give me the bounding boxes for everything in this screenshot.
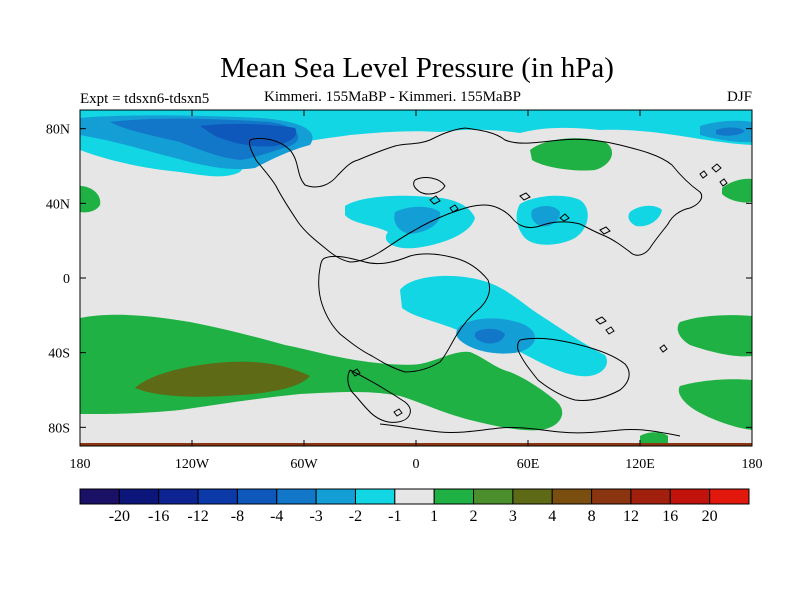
colorbar-swatch — [551, 488, 593, 505]
y-tick-label: 40N — [46, 197, 70, 212]
x-tick-label: 60E — [517, 457, 540, 472]
south-atlantic-dark-core — [474, 328, 505, 344]
east-asia-islands — [699, 163, 728, 187]
colorbar-swatch — [591, 488, 632, 505]
season-label: DJF — [726, 89, 752, 105]
y-tick-label: 80S — [48, 421, 70, 436]
asia-cyan-spot — [628, 205, 662, 227]
antarctica-coast — [347, 369, 411, 423]
colorbar-label: 1 — [430, 508, 438, 525]
colorbar-swatch — [630, 488, 671, 505]
colorbar-label: -20 — [109, 508, 130, 525]
x-tick-label: 180 — [742, 457, 763, 472]
colorbar-swatch — [276, 488, 317, 505]
north-atlantic-blue-core — [394, 206, 441, 234]
colorbar-label: 8 — [588, 508, 596, 525]
colorbar-swatch — [709, 488, 750, 505]
x-tick-label: 60W — [290, 457, 318, 472]
gondwana-coast — [318, 253, 491, 373]
southern-ocean-green-belt — [80, 314, 563, 431]
colorbar-swatch — [473, 488, 514, 505]
colorbar-label: -12 — [187, 508, 208, 525]
colorbar-swatch — [669, 488, 711, 505]
colorbar-swatch — [158, 488, 199, 505]
map-title: Mean Sea Level Pressure (in hPa) — [220, 52, 614, 84]
colorbar-swatch — [512, 488, 553, 505]
tethys-islands — [429, 192, 611, 235]
colorbar-label: -4 — [270, 508, 283, 525]
colorbar-label: -16 — [148, 508, 169, 525]
southern-islands — [351, 316, 668, 417]
colorbar-label: 12 — [623, 508, 639, 525]
y-tick-label: 40S — [48, 347, 70, 362]
y-tick-label: 0 — [63, 272, 70, 287]
colorbar-swatch — [315, 488, 356, 505]
experiment-label: Expt = tdsxn6-tdsxn5 — [80, 91, 210, 107]
colorbar-label: 2 — [470, 508, 478, 525]
x-tick-label: 120W — [175, 457, 210, 472]
south-polar-coast — [379, 423, 681, 437]
north-east-dark-patch — [716, 127, 745, 136]
tethys-blue-core — [531, 206, 560, 227]
north-pacific-deep-core — [200, 123, 297, 147]
siberia-green-patch — [530, 138, 613, 171]
y-axis-labels: 80N 40N 0 40S 80S — [46, 123, 70, 437]
colorbar-swatch — [79, 488, 120, 505]
colorbar-label: 16 — [662, 508, 678, 525]
laurasia-coast — [249, 127, 703, 263]
x-tick-label: 180 — [70, 457, 91, 472]
south-indian-green — [678, 379, 752, 430]
contour-field — [80, 110, 752, 446]
colorbar-label: -8 — [231, 508, 244, 525]
colorbar-label: 4 — [548, 508, 556, 525]
colorbar-swatch — [354, 488, 396, 505]
antarctic-green-spot — [640, 432, 668, 446]
axis-ticks — [79, 110, 753, 446]
india-australia-coast — [517, 337, 630, 401]
west-pacific-green-patch — [80, 186, 101, 213]
x-tick-label: 0 — [413, 457, 420, 472]
colorbar-label: -3 — [309, 508, 322, 525]
colorbar-swatch — [433, 488, 475, 505]
colorbar-labels: -20 -16 -12 -8 -4 -3 -2 -1 1 2 3 4 8 12 16 20 — [109, 508, 718, 525]
colorbar-label: 3 — [509, 508, 517, 525]
colorbar-swatch — [236, 488, 278, 505]
colorbar-swatch — [197, 488, 238, 505]
comparison-subtitle: Kimmeri. 155MaBP - Kimmeri. 155MaBP — [264, 89, 521, 105]
colorbar — [79, 488, 750, 505]
colorbar-label: -2 — [349, 508, 362, 525]
arctic-island-coast — [413, 177, 446, 195]
x-axis-labels: 180 120W 60W 0 60E 120E 180 — [70, 457, 763, 472]
colorbar-label: 20 — [702, 508, 718, 525]
colorbar-swatch — [118, 488, 160, 505]
colorbar-swatch — [394, 488, 435, 505]
y-tick-label: 80N — [46, 123, 70, 138]
far-east-green-patch — [722, 178, 752, 203]
x-tick-label: 120E — [625, 457, 655, 472]
coastlines — [249, 127, 728, 437]
colorbar-label: -1 — [388, 508, 401, 525]
south-east-pacific-green — [677, 315, 752, 357]
south-pacific-olive-core — [135, 361, 310, 397]
